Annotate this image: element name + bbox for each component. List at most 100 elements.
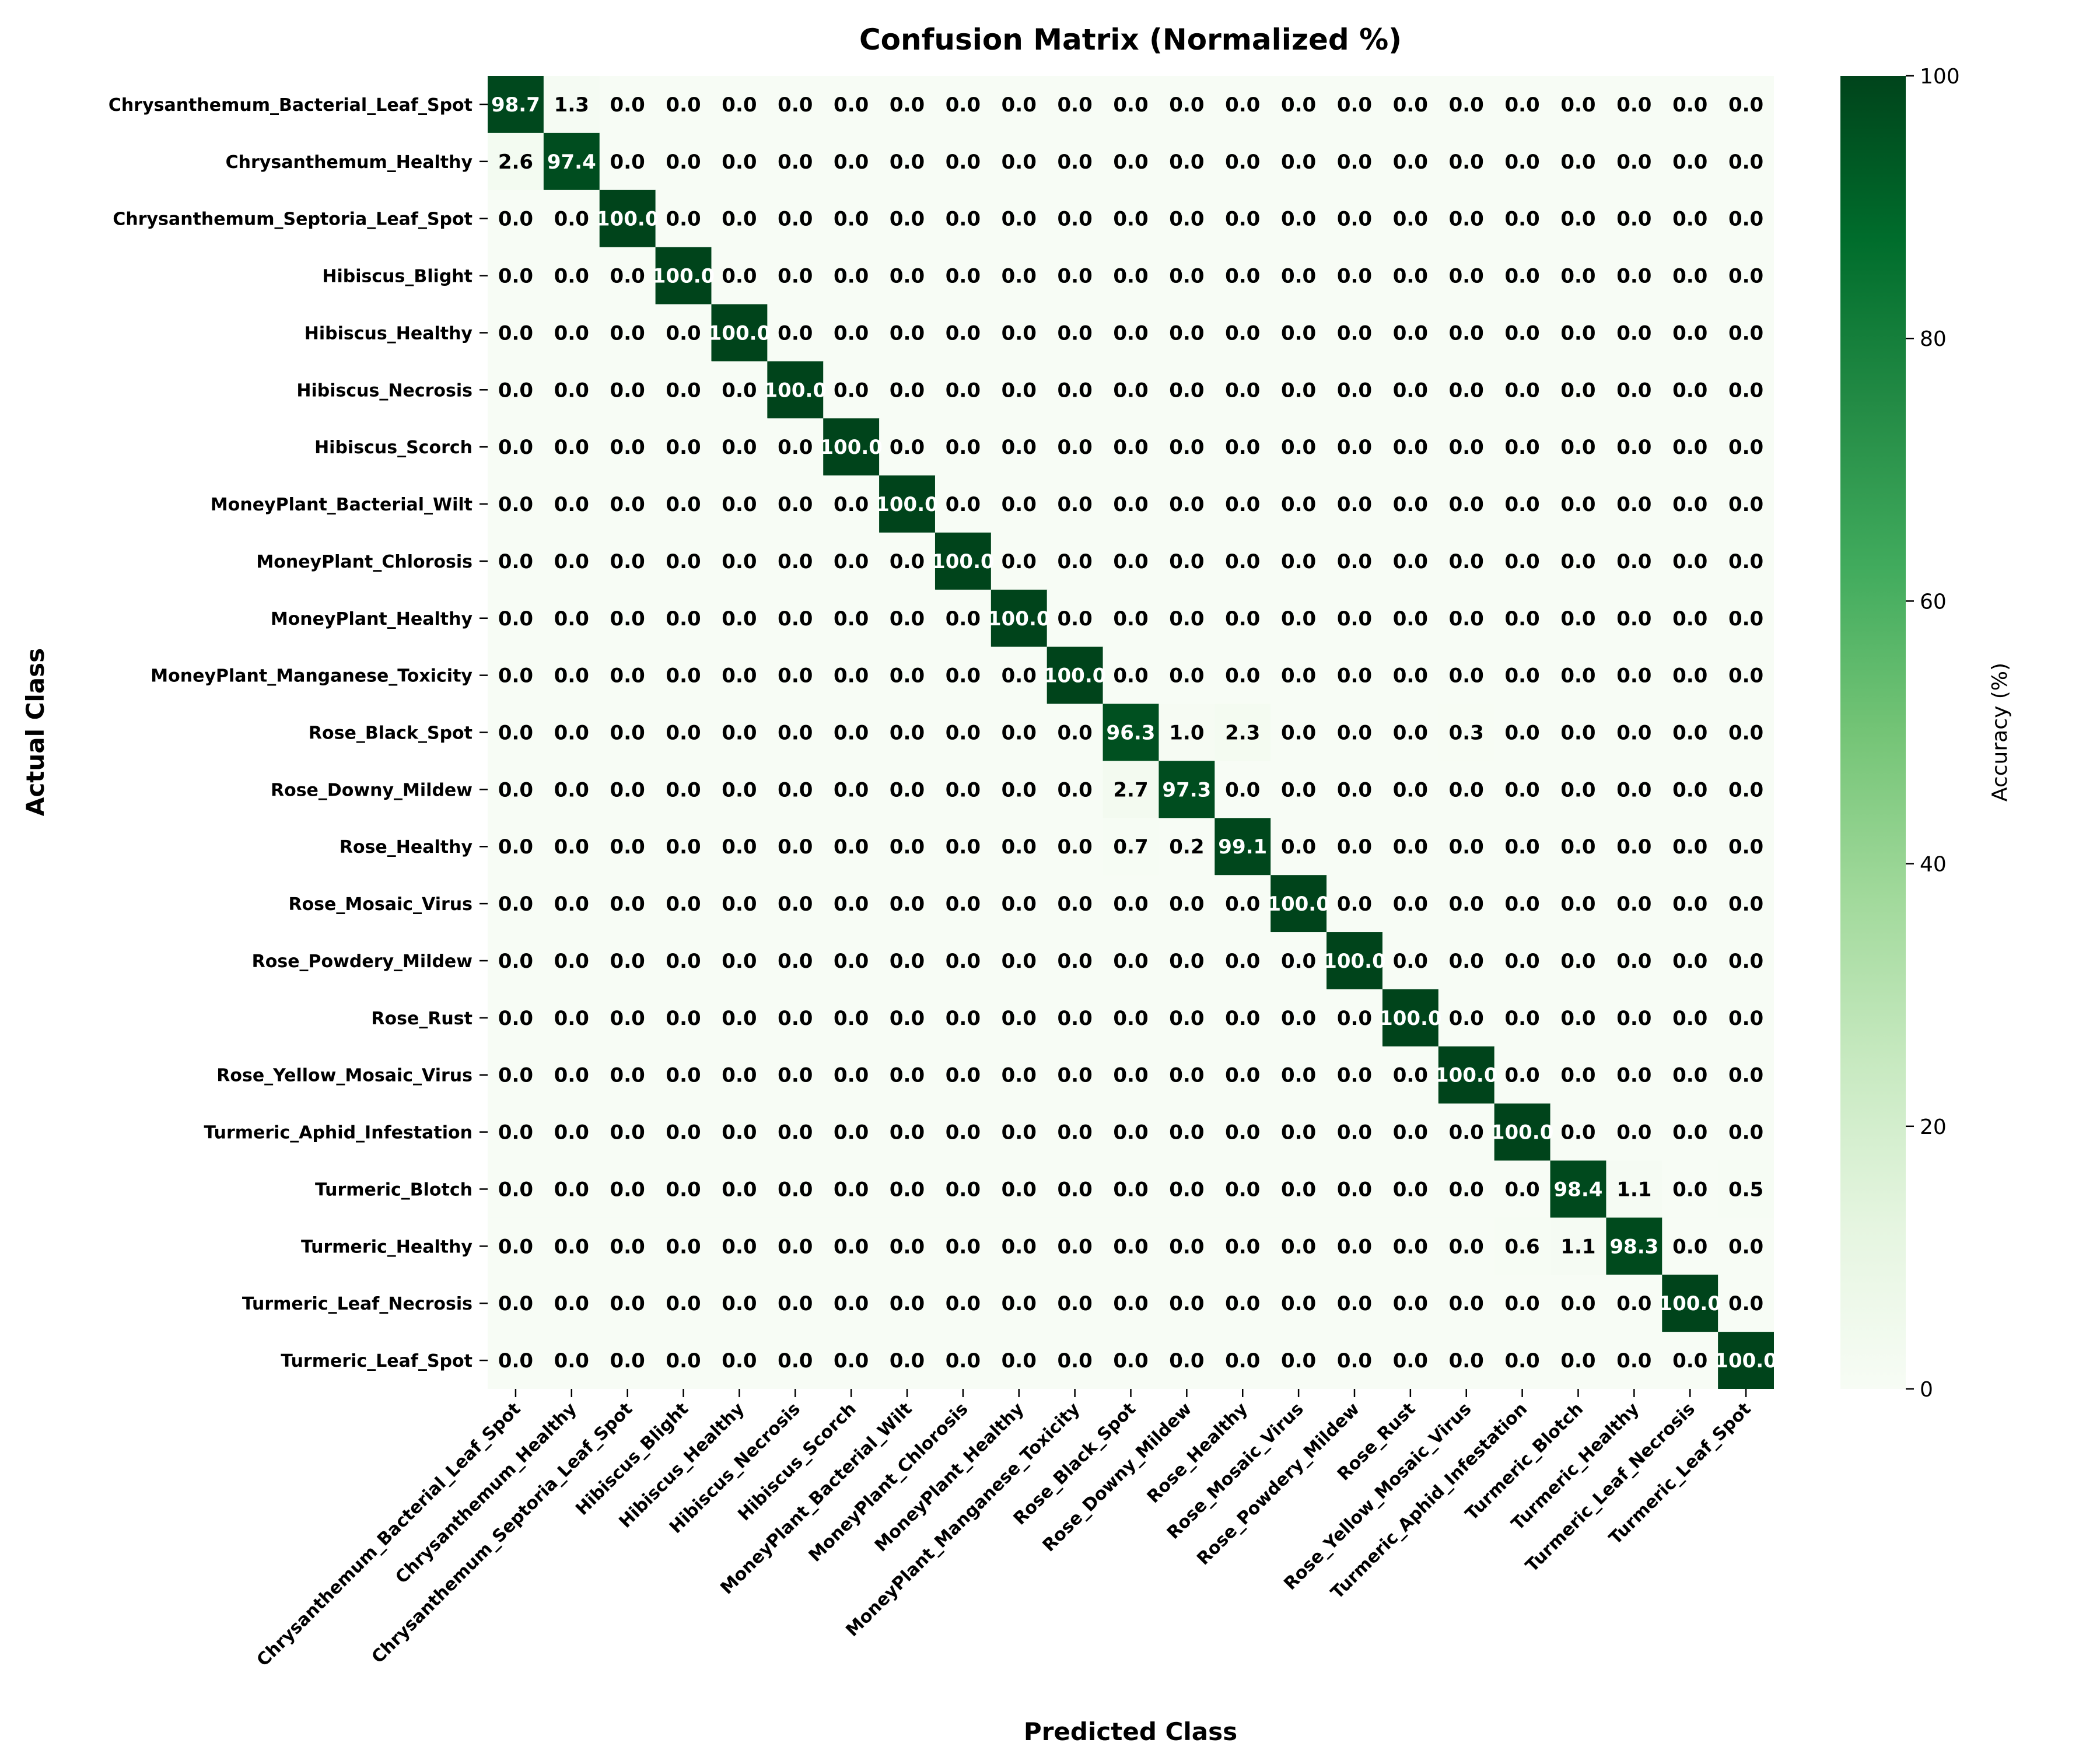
heatmap-cell (879, 1332, 936, 1389)
heatmap-cell (488, 1160, 544, 1218)
heatmap-cell (1214, 247, 1271, 305)
cell-value-label: 0.0 (666, 664, 701, 688)
cell-value-label: 0.0 (1728, 493, 1763, 516)
heatmap-cell (655, 76, 712, 134)
heatmap-cell (1102, 132, 1160, 191)
heatmap-cell (1158, 1332, 1215, 1389)
cell-value-label: 0.0 (554, 950, 589, 973)
cell-value-label: 0.0 (1337, 550, 1372, 573)
heatmap-cell (1270, 475, 1327, 533)
cell-value-label: 0.0 (778, 1235, 813, 1258)
cell-value-label: 0.0 (610, 1349, 645, 1373)
heatmap-cell (1550, 1332, 1606, 1389)
cell-value-label: 0.0 (1393, 722, 1428, 745)
heatmap-cell (1270, 761, 1327, 818)
heatmap-cell (823, 932, 880, 990)
heatmap-cell (1382, 875, 1439, 933)
heatmap-cell (599, 361, 656, 419)
row-tick-label: Turmeric_Leaf_Necrosis (242, 1294, 473, 1314)
heatmap-cell (488, 532, 544, 590)
cell-value-label: 0.0 (834, 1064, 869, 1087)
heatmap-cell (599, 1275, 656, 1332)
cell-value-label: 0.0 (890, 664, 925, 688)
heatmap-cell (1550, 1103, 1606, 1161)
heatmap-cell (543, 1275, 600, 1332)
heatmap-cell (879, 589, 936, 648)
heatmap-cell (599, 989, 656, 1047)
heatmap-cell (1046, 1275, 1104, 1332)
heatmap-cell (1214, 875, 1271, 933)
cell-value-label: 0.0 (1337, 1121, 1372, 1144)
heatmap-cell (599, 1332, 656, 1389)
heatmap-cell (1214, 989, 1271, 1047)
heatmap-cell (1102, 989, 1160, 1047)
cell-value-label: 0.0 (1393, 1121, 1428, 1144)
cell-value-label: 0.0 (890, 835, 925, 859)
heatmap-cell (879, 761, 936, 818)
cell-value-label: 0.0 (554, 550, 589, 573)
colorbar-tick-label: 20 (1920, 1115, 1947, 1139)
cell-value-label: 0.0 (1393, 607, 1428, 631)
cell-value-label: 0.0 (778, 1178, 813, 1201)
cell-value-label: 97.4 (547, 150, 596, 174)
heatmap-cell (1606, 247, 1662, 305)
cell-value-label: 0.0 (1560, 265, 1595, 288)
heatmap-cell (599, 646, 656, 705)
heatmap-cell (1718, 418, 1774, 476)
cell-value-label: 0.0 (946, 1064, 981, 1087)
cell-value-label: 0.0 (1393, 664, 1428, 688)
heatmap-cell (1438, 190, 1495, 248)
cell-value-label: 0.0 (1002, 379, 1037, 402)
heatmap-cell (1158, 1046, 1215, 1104)
cell-value-label: 0.0 (666, 493, 701, 516)
heatmap-cell (1606, 1332, 1662, 1389)
heatmap-cell (767, 761, 824, 818)
cell-value-label: 0.0 (1225, 1121, 1260, 1144)
heatmap-cell (1326, 1046, 1383, 1104)
cell-value-label: 0.0 (1058, 722, 1093, 745)
heatmap-cell (1046, 475, 1104, 533)
cell-value-label: 0.0 (722, 722, 757, 745)
heatmap-cell (599, 190, 656, 248)
heatmap-cell (1102, 818, 1160, 876)
cell-value-label: 0.0 (1002, 436, 1037, 459)
cell-value-label: 0.0 (1672, 208, 1707, 231)
cell-value-label: 0.0 (610, 722, 645, 745)
heatmap-cell (1270, 1160, 1327, 1218)
heatmap-cell (543, 1217, 600, 1275)
cell-value-label: 0.0 (1002, 664, 1037, 688)
heatmap-cell (1326, 818, 1383, 876)
cell-value-label: 0.0 (666, 1235, 701, 1258)
cell-value-label: 0.0 (610, 1121, 645, 1144)
heatmap-cell (1270, 589, 1327, 648)
heatmap-cell (1326, 932, 1383, 990)
heatmap-cell (1270, 304, 1327, 362)
cell-value-label: 0.0 (1449, 550, 1484, 573)
heatmap-cell (655, 532, 712, 590)
heatmap-cell (767, 304, 824, 362)
heatmap-cell (543, 532, 600, 590)
cell-value-label: 0.0 (1449, 1292, 1484, 1315)
cell-value-label: 0.0 (1113, 265, 1148, 288)
cell-value-label: 0.0 (1616, 1292, 1651, 1315)
cell-value-label: 0.0 (722, 950, 757, 973)
heatmap-cell (1214, 589, 1271, 648)
heatmap-cell (1326, 1332, 1383, 1389)
cell-value-label: 0.0 (890, 550, 925, 573)
cell-value-label: 0.0 (946, 722, 981, 745)
heatmap-cell (879, 532, 936, 590)
colorbar: 0 20 40 60 80 100 (1840, 65, 1960, 1402)
heatmap-cell (655, 247, 712, 305)
cell-value-label: 0.0 (1113, 321, 1148, 345)
column-tick-label: Turmeric_Aphid_Infestation (1327, 1399, 1531, 1603)
cell-value-label: 0.0 (1225, 493, 1260, 516)
row-tick-label: Chrysanthemum_Septoria_Leaf_Spot (113, 209, 473, 230)
cell-value-label: 0.0 (498, 379, 533, 402)
row-tick-label: Turmeric_Leaf_Spot (281, 1351, 473, 1371)
cell-value-label: 0.0 (1281, 1235, 1316, 1258)
heatmap-cell (1718, 132, 1774, 191)
cell-value-label: 0.0 (1281, 664, 1316, 688)
cell-value-label: 0.0 (610, 1235, 645, 1258)
heatmap-cell (1662, 361, 1718, 419)
cell-value-label: 0.0 (1337, 436, 1372, 459)
